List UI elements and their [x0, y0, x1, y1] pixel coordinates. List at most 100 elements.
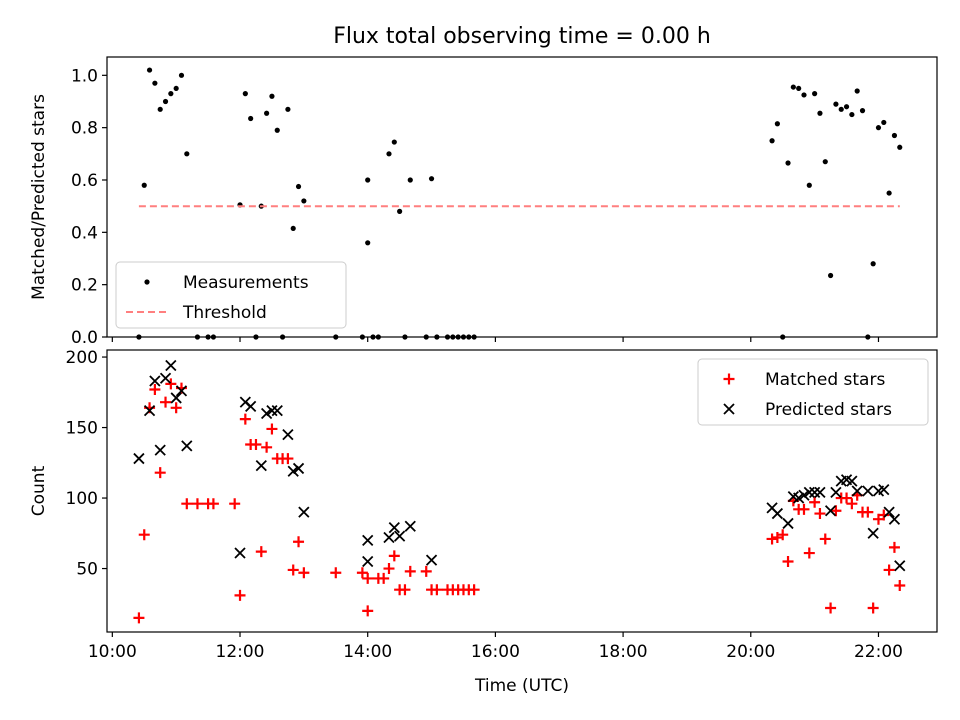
- data-point: [897, 144, 903, 150]
- data-point: [168, 91, 174, 97]
- data-point: [798, 503, 810, 515]
- series-matched-stars: [133, 378, 906, 624]
- data-point: [362, 572, 374, 584]
- data-point: [269, 93, 275, 99]
- legend-marker: [723, 373, 735, 385]
- y-tick-label: 200: [66, 348, 98, 368]
- data-point: [298, 506, 310, 518]
- data-point: [782, 517, 794, 530]
- data-point: [793, 492, 805, 504]
- data-point: [397, 208, 403, 214]
- data-point: [771, 507, 784, 520]
- legend-marker: [144, 279, 150, 285]
- data-point: [388, 550, 400, 562]
- data-point: [867, 602, 879, 614]
- data-point: [875, 125, 882, 131]
- data-point: [468, 584, 480, 596]
- data-point: [362, 534, 374, 546]
- data-point: [420, 565, 432, 577]
- data-point: [862, 485, 874, 497]
- y-tick-label: 150: [66, 419, 98, 439]
- legend: Matched stars Predicted stars: [697, 358, 929, 426]
- y-axis-label: Matched/Predicted stars: [29, 94, 49, 300]
- data-point: [285, 106, 291, 112]
- data-point: [181, 440, 193, 452]
- data-point: [822, 159, 828, 165]
- data-point: [862, 506, 874, 518]
- data-point: [239, 413, 251, 425]
- data-point: [152, 80, 158, 86]
- legend-label: Measurements: [183, 273, 309, 293]
- data-point: [878, 483, 890, 496]
- data-point: [833, 101, 839, 107]
- y-tick-label: 50: [76, 560, 98, 580]
- data-point: [399, 584, 411, 596]
- data-point: [803, 547, 815, 559]
- data-point: [428, 176, 435, 182]
- legend-label: Matched stars: [765, 370, 885, 390]
- data-point: [170, 402, 182, 414]
- data-point: [165, 378, 177, 390]
- x-tick-label: 16:00: [471, 642, 520, 662]
- data-point: [841, 492, 853, 504]
- legend-box: [697, 358, 929, 426]
- data-point: [846, 498, 858, 510]
- data-point: [292, 462, 305, 475]
- data-point: [207, 498, 219, 510]
- data-point: [883, 564, 895, 576]
- x-axis-label: Time (UTC): [474, 676, 569, 696]
- data-point: [854, 88, 860, 94]
- data-point: [806, 182, 812, 188]
- data-point: [365, 177, 371, 183]
- data-point: [362, 605, 374, 617]
- data-point: [229, 498, 241, 510]
- data-point: [888, 513, 901, 525]
- data-point: [846, 475, 858, 487]
- data-point: [154, 467, 166, 479]
- x-tick-label: 22:00: [854, 642, 903, 662]
- data-point: [827, 272, 834, 279]
- data-point: [178, 72, 185, 78]
- y-tick-label: 0.2: [71, 276, 98, 296]
- y-tick-label: 0.0: [71, 328, 98, 348]
- data-point: [356, 567, 368, 579]
- data-point: [812, 91, 818, 97]
- data-point: [133, 612, 145, 624]
- data-point: [894, 560, 906, 572]
- top-panel: 0.0 0.2 0.4 0.6 0.8 1.0 Matched/Predicted star…: [29, 56, 938, 348]
- chart-title: Flux total observing time = 0.00 h: [333, 24, 711, 49]
- data-point: [184, 151, 190, 157]
- x-tick-label: 10:00: [88, 642, 137, 662]
- data-point: [293, 536, 305, 548]
- data-point: [146, 67, 153, 73]
- axes-frame: [106, 349, 938, 633]
- data-point: [404, 565, 416, 577]
- data-point: [881, 119, 887, 126]
- data-point: [766, 533, 778, 545]
- y-tick-label: 0.8: [71, 119, 98, 139]
- data-point: [849, 111, 855, 118]
- data-point: [867, 527, 879, 539]
- data-point: [830, 486, 842, 499]
- data-point: [154, 444, 166, 456]
- data-point: [814, 508, 826, 520]
- data-point: [248, 115, 254, 122]
- data-point: [287, 564, 299, 576]
- data-point: [894, 579, 906, 591]
- data-point: [809, 496, 821, 508]
- data-point: [260, 407, 273, 420]
- legend-label: Threshold: [182, 303, 267, 323]
- data-point: [245, 400, 257, 413]
- data-point: [870, 261, 876, 267]
- data-point: [388, 522, 400, 534]
- data-point: [393, 530, 406, 542]
- data-point: [378, 572, 390, 584]
- data-point: [133, 452, 145, 465]
- data-point: [234, 589, 246, 601]
- x-tick-label: 14:00: [343, 642, 392, 662]
- data-point: [851, 485, 863, 497]
- data-point: [362, 555, 374, 568]
- legend: Measurements Threshold: [115, 261, 347, 329]
- data-point: [141, 182, 147, 188]
- data-point: [817, 110, 823, 116]
